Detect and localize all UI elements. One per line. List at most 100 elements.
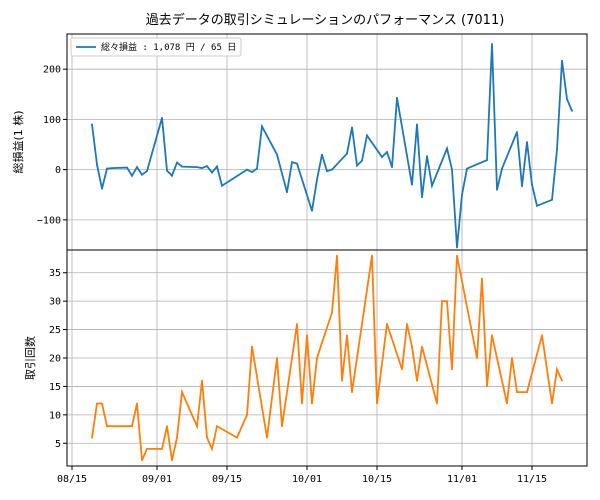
pnl-data-point — [461, 193, 463, 196]
pnl-data-point — [211, 171, 213, 174]
trades-data-point — [236, 436, 238, 439]
trades-y-axis-label: 取引回数 — [23, 336, 37, 380]
trades-y-tick-label: 15 — [49, 382, 61, 393]
pnl-data-point — [276, 153, 278, 156]
pnl-data-point — [361, 159, 363, 162]
trades-data-point — [551, 402, 553, 405]
pnl-data-point — [221, 184, 223, 187]
trades-y-tick-label: 30 — [49, 297, 61, 308]
pnl-data-point — [111, 167, 113, 170]
pnl-data-point — [131, 174, 133, 177]
trades-data-point — [246, 413, 248, 416]
x-tick-label: 09/15 — [212, 474, 242, 485]
trades-data-point — [206, 436, 208, 439]
pnl-data-point — [251, 171, 253, 174]
pnl-data-point — [416, 123, 418, 126]
trades-data-point — [351, 391, 353, 393]
pnl-data-point — [411, 183, 413, 186]
pnl-data-point — [421, 196, 423, 199]
trades-data-point — [456, 254, 458, 257]
trades-data-point — [541, 334, 543, 337]
trades-data-point — [126, 425, 128, 428]
trades-panel: 5 10 15 20 25 30 35 取引回数 — [23, 249, 588, 467]
trades-data-point — [406, 323, 408, 325]
trades-data-point — [306, 334, 308, 337]
trades-data-point — [171, 459, 173, 462]
trades-data-point — [331, 311, 333, 314]
pnl-data-point — [456, 246, 458, 249]
pnl-data-point — [176, 161, 178, 164]
pnl-data-point — [316, 178, 318, 181]
trades-data-point — [371, 254, 373, 257]
pnl-data-point — [206, 165, 208, 168]
pnl-y-tick-label: 200 — [43, 65, 61, 76]
pnl-data-point — [261, 125, 263, 128]
legend-box — [70, 37, 242, 57]
trades-data-point — [301, 402, 303, 405]
pnl-y-tick-label: 100 — [43, 115, 61, 126]
trades-data-point — [366, 288, 368, 291]
trades-data-point — [251, 345, 253, 348]
pnl-data-point — [351, 126, 353, 129]
pnl-panel: −100 0 100 200 総損益(1 株) 総々損益 : 1,078 円 / 65… — [11, 33, 588, 251]
trades-data-point — [481, 277, 483, 280]
trades-data-point — [341, 379, 343, 382]
pnl-data-point — [141, 173, 143, 176]
pnl-data-point — [96, 163, 98, 166]
pnl-data-point — [256, 167, 258, 170]
trades-data-point — [146, 448, 148, 450]
trades-data-point — [376, 402, 378, 405]
pnl-data-point — [246, 168, 248, 171]
pnl-data-point — [356, 164, 358, 167]
pnl-data-point — [396, 96, 398, 99]
pnl-data-point — [166, 169, 168, 172]
pnl-data-point — [496, 188, 498, 191]
pnl-data-point — [446, 147, 448, 150]
trades-data-point — [276, 357, 278, 359]
pnl-y-tick-label: −100 — [37, 215, 61, 226]
pnl-y-tick-label: 0 — [55, 165, 61, 176]
trades-data-point — [161, 448, 163, 450]
pnl-data-point — [486, 159, 488, 162]
trades-data-point — [136, 402, 138, 405]
x-axis-ticks: 08/15 09/01 09/15 10/01 10/15 11/01 11/15 — [57, 466, 547, 485]
pnl-y-axis-label: 総損益(1 株) — [11, 110, 25, 173]
pnl-data-point — [216, 165, 218, 168]
pnl-series-line — [91, 43, 573, 248]
pnl-data-point — [201, 167, 203, 170]
trades-y-tick-label: 35 — [49, 268, 61, 279]
pnl-series-points — [91, 43, 573, 249]
trades-data-point — [441, 300, 443, 303]
pnl-data-point — [451, 168, 453, 171]
trades-data-point — [516, 391, 518, 393]
trades-data-point — [506, 402, 508, 405]
trades-data-point — [336, 254, 338, 257]
trades-y-ticks: 5 10 15 20 25 30 35 — [49, 268, 67, 450]
pnl-data-point — [196, 166, 198, 169]
pnl-data-point — [526, 141, 528, 143]
pnl-data-point — [571, 110, 573, 112]
pnl-data-point — [291, 161, 293, 164]
trades-data-point — [281, 425, 283, 428]
pnl-data-point — [331, 168, 333, 171]
pnl-data-point — [491, 43, 493, 45]
pnl-data-point — [556, 148, 558, 151]
pnl-data-point — [321, 153, 323, 156]
trades-data-point — [346, 334, 348, 337]
trades-data-point — [141, 459, 143, 462]
pnl-data-point — [566, 98, 568, 101]
pnl-data-point — [561, 59, 563, 62]
trades-data-point — [101, 402, 103, 405]
pnl-data-point — [366, 134, 368, 137]
trades-data-point — [386, 323, 388, 325]
trades-data-point — [196, 425, 198, 428]
trades-series-points — [91, 254, 563, 462]
pnl-data-point — [91, 123, 93, 126]
pnl-data-point — [426, 155, 428, 158]
pnl-data-point — [391, 166, 393, 169]
trades-data-point — [106, 425, 108, 428]
trades-data-point — [436, 402, 438, 405]
trades-data-point — [176, 436, 178, 439]
pnl-data-point — [551, 198, 553, 201]
